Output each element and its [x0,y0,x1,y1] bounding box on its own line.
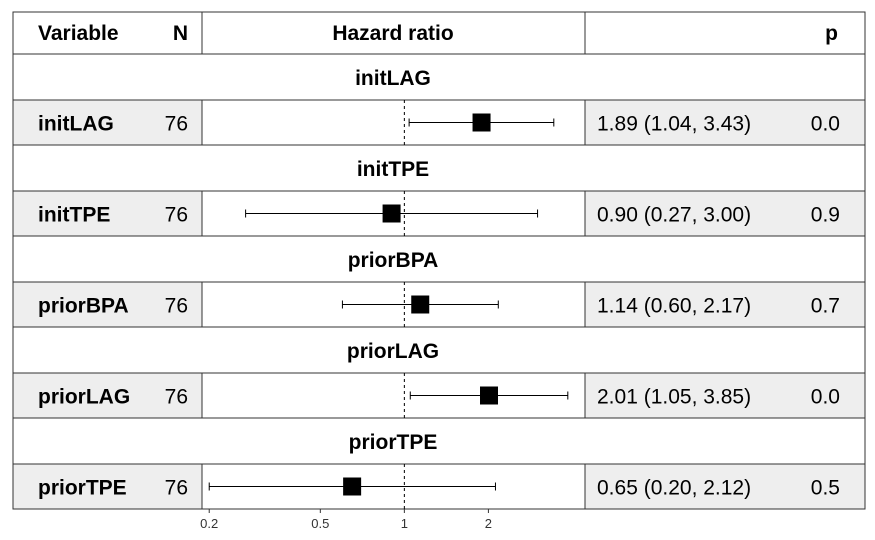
x-tick-label: 0.2 [200,516,218,531]
hr-point [343,477,362,496]
header-p: p [825,22,838,45]
section-label: priorLAG [347,340,439,363]
ci-text: 2.01 (1.05, 3.85) [597,386,751,409]
table-rows: initLAG initLAG 76 1.89 (1.04, 3.43) 0.0 init… [38,67,840,500]
header-variable: Variable [38,22,119,45]
ci-text: 1.14 (0.60, 2.17) [597,295,751,318]
variable-label: initTPE [38,204,110,227]
hr-point [480,386,499,405]
variable-label: initLAG [38,113,114,136]
section-label: priorTPE [349,431,438,454]
p-value: 0.0 [811,113,840,136]
hr-point [472,113,491,132]
table-header: Variable N Hazard ratio p [38,22,838,45]
table-borders [12,11,866,509]
n-value: 76 [165,295,188,318]
section-row [12,417,866,465]
ci-text: 1.89 (1.04, 3.43) [597,113,751,136]
ci-text: 0.65 (0.20, 2.12) [597,477,751,500]
ci-text: 0.90 (0.27, 3.00) [597,204,751,227]
section-label: initLAG [355,67,431,90]
header-hazard-ratio: Hazard ratio [332,22,453,45]
section-label: initTPE [357,158,429,181]
p-value: 0.5 [811,477,840,500]
section-row [12,144,866,192]
x-tick-label: 2 [485,516,492,531]
header-n: N [173,22,188,45]
section-row [12,235,866,283]
p-value: 0.9 [811,204,840,227]
x-tick-label: 1 [401,516,408,531]
n-value: 76 [165,113,188,136]
hazard-plot-area [208,100,569,509]
n-value: 76 [165,204,188,227]
hr-point [382,204,401,223]
hr-point [411,295,430,314]
header-cell-border [12,11,866,55]
n-value: 76 [165,386,188,409]
p-value: 0.7 [811,295,840,318]
section-row [12,53,866,101]
x-tick-label: 0.5 [311,516,329,531]
variable-label: priorLAG [38,386,130,409]
section-row [12,326,866,374]
p-value: 0.0 [811,386,840,409]
x-axis: 0.2 0.5 1 2 [200,509,492,531]
section-label: priorBPA [348,249,439,272]
variable-label: priorBPA [38,295,129,318]
variable-label: priorTPE [38,477,127,500]
n-value: 76 [165,477,188,500]
